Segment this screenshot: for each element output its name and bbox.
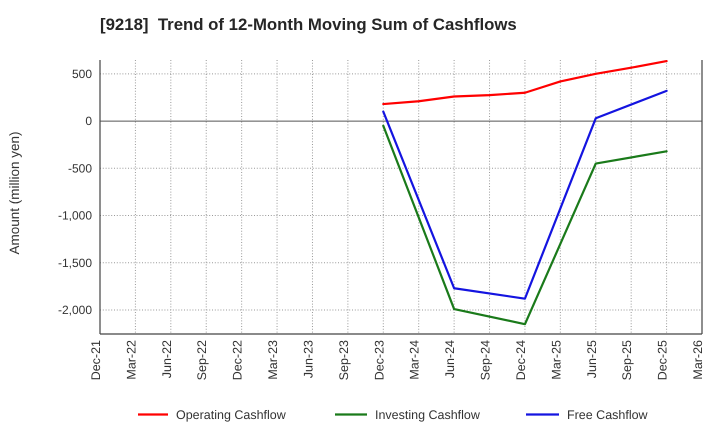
svg-text:Sep-23: Sep-23 xyxy=(337,340,351,380)
svg-text:Dec-24: Dec-24 xyxy=(514,340,528,380)
svg-text:-1,500: -1,500 xyxy=(58,256,92,270)
svg-text:Jun-25: Jun-25 xyxy=(585,340,599,378)
svg-text:Jun-22: Jun-22 xyxy=(160,340,174,378)
svg-text:-2,000: -2,000 xyxy=(58,303,92,317)
svg-text:Mar-23: Mar-23 xyxy=(266,340,280,380)
svg-text:Dec-25: Dec-25 xyxy=(656,340,670,380)
svg-text:Mar-26: Mar-26 xyxy=(691,340,705,380)
svg-text:Sep-22: Sep-22 xyxy=(195,340,209,380)
svg-text:Dec-21: Dec-21 xyxy=(89,340,103,380)
svg-text:Jun-23: Jun-23 xyxy=(301,340,315,378)
svg-text:0: 0 xyxy=(85,114,92,128)
svg-text:Sep-25: Sep-25 xyxy=(620,340,634,380)
svg-text:Jun-24: Jun-24 xyxy=(443,340,457,378)
svg-text:Operating Cashflow: Operating Cashflow xyxy=(176,408,287,422)
svg-text:Mar-22: Mar-22 xyxy=(124,340,138,380)
svg-text:-500: -500 xyxy=(68,161,92,175)
svg-text:Mar-24: Mar-24 xyxy=(408,340,422,380)
svg-text:Dec-22: Dec-22 xyxy=(231,340,245,380)
svg-text:Dec-23: Dec-23 xyxy=(372,340,386,380)
svg-text:500: 500 xyxy=(72,67,92,81)
svg-text:Investing Cashflow: Investing Cashflow xyxy=(375,408,481,422)
svg-text:Sep-24: Sep-24 xyxy=(479,340,493,380)
svg-text:Mar-25: Mar-25 xyxy=(549,340,563,380)
svg-text:-1,000: -1,000 xyxy=(58,209,92,223)
svg-text:Amount (million yen): Amount (million yen) xyxy=(7,131,22,254)
svg-text:Free Cashflow: Free Cashflow xyxy=(567,408,649,422)
